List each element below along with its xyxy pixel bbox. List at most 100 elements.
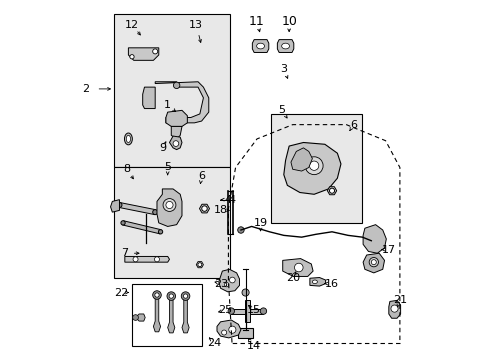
Circle shape bbox=[133, 257, 138, 262]
Circle shape bbox=[198, 263, 202, 267]
Text: 14: 14 bbox=[246, 341, 260, 351]
Polygon shape bbox=[283, 143, 340, 194]
Circle shape bbox=[121, 221, 125, 225]
Circle shape bbox=[183, 294, 187, 298]
Polygon shape bbox=[217, 320, 241, 338]
Polygon shape bbox=[363, 253, 384, 273]
Text: 1: 1 bbox=[164, 100, 171, 110]
Circle shape bbox=[130, 55, 134, 59]
Circle shape bbox=[152, 210, 157, 215]
Polygon shape bbox=[199, 204, 209, 213]
Text: 22: 22 bbox=[114, 288, 128, 297]
Circle shape bbox=[173, 141, 179, 147]
Circle shape bbox=[224, 283, 228, 287]
Circle shape bbox=[117, 203, 122, 207]
Text: 21: 21 bbox=[392, 295, 406, 305]
Circle shape bbox=[260, 308, 266, 314]
Circle shape bbox=[294, 263, 303, 272]
Circle shape bbox=[305, 157, 323, 175]
Text: 25: 25 bbox=[217, 305, 231, 315]
Polygon shape bbox=[282, 258, 312, 276]
Polygon shape bbox=[196, 262, 203, 268]
Circle shape bbox=[166, 292, 175, 300]
Circle shape bbox=[154, 257, 159, 262]
Circle shape bbox=[132, 315, 138, 320]
Polygon shape bbox=[237, 328, 253, 338]
Polygon shape bbox=[252, 40, 268, 53]
Polygon shape bbox=[363, 225, 386, 253]
Circle shape bbox=[181, 292, 189, 300]
Polygon shape bbox=[218, 269, 239, 292]
Text: 18: 18 bbox=[214, 205, 228, 215]
Circle shape bbox=[242, 289, 248, 296]
Polygon shape bbox=[155, 82, 208, 123]
Text: 15: 15 bbox=[246, 305, 260, 315]
Polygon shape bbox=[124, 256, 169, 262]
Text: 19: 19 bbox=[253, 218, 267, 228]
Circle shape bbox=[227, 308, 234, 314]
Polygon shape bbox=[135, 314, 145, 321]
Circle shape bbox=[152, 49, 157, 54]
Polygon shape bbox=[165, 111, 187, 126]
Polygon shape bbox=[231, 309, 263, 314]
Circle shape bbox=[202, 206, 207, 211]
Ellipse shape bbox=[281, 43, 289, 49]
Polygon shape bbox=[167, 299, 175, 333]
Polygon shape bbox=[244, 300, 249, 322]
Circle shape bbox=[229, 277, 235, 283]
Text: 16: 16 bbox=[325, 279, 338, 289]
Circle shape bbox=[370, 260, 376, 265]
Circle shape bbox=[309, 161, 318, 170]
Text: 12: 12 bbox=[124, 19, 139, 30]
Polygon shape bbox=[309, 278, 325, 286]
Polygon shape bbox=[153, 298, 160, 332]
Circle shape bbox=[165, 202, 173, 208]
Circle shape bbox=[237, 227, 244, 233]
Polygon shape bbox=[182, 299, 189, 333]
Text: 4: 4 bbox=[224, 195, 231, 204]
Ellipse shape bbox=[256, 43, 264, 49]
Polygon shape bbox=[110, 200, 119, 212]
Polygon shape bbox=[169, 136, 182, 150]
Circle shape bbox=[155, 293, 159, 297]
Text: 11: 11 bbox=[248, 14, 264, 27]
Circle shape bbox=[173, 82, 180, 89]
Polygon shape bbox=[388, 300, 400, 318]
Text: 13: 13 bbox=[189, 19, 203, 30]
Polygon shape bbox=[326, 187, 336, 195]
Circle shape bbox=[228, 326, 235, 333]
Bar bbox=[132, 284, 201, 346]
Bar bbox=[114, 167, 230, 278]
Polygon shape bbox=[128, 48, 159, 60]
Text: 2: 2 bbox=[82, 84, 89, 94]
Polygon shape bbox=[171, 126, 182, 139]
Ellipse shape bbox=[312, 280, 317, 284]
Circle shape bbox=[390, 305, 397, 312]
Circle shape bbox=[158, 230, 163, 234]
Circle shape bbox=[163, 199, 176, 211]
Bar bbox=[271, 114, 362, 223]
Text: 5: 5 bbox=[278, 105, 285, 115]
Bar bbox=[114, 14, 230, 167]
Text: 20: 20 bbox=[285, 273, 299, 283]
Circle shape bbox=[152, 291, 161, 299]
Text: 7: 7 bbox=[121, 248, 128, 258]
Circle shape bbox=[329, 188, 334, 193]
Polygon shape bbox=[122, 221, 161, 234]
Circle shape bbox=[221, 330, 226, 335]
Polygon shape bbox=[290, 148, 312, 171]
Text: 10: 10 bbox=[281, 14, 297, 27]
Text: 6: 6 bbox=[349, 120, 356, 130]
Text: 4: 4 bbox=[228, 195, 235, 204]
Text: 24: 24 bbox=[206, 338, 221, 347]
Polygon shape bbox=[277, 40, 293, 53]
Text: 23: 23 bbox=[214, 279, 228, 289]
Text: 3: 3 bbox=[280, 64, 287, 74]
Circle shape bbox=[368, 257, 378, 267]
Text: 9: 9 bbox=[159, 143, 165, 153]
Text: 8: 8 bbox=[123, 164, 130, 174]
Ellipse shape bbox=[126, 135, 130, 143]
Polygon shape bbox=[157, 189, 182, 226]
Text: 6: 6 bbox=[198, 171, 204, 181]
Text: 17: 17 bbox=[381, 245, 395, 255]
